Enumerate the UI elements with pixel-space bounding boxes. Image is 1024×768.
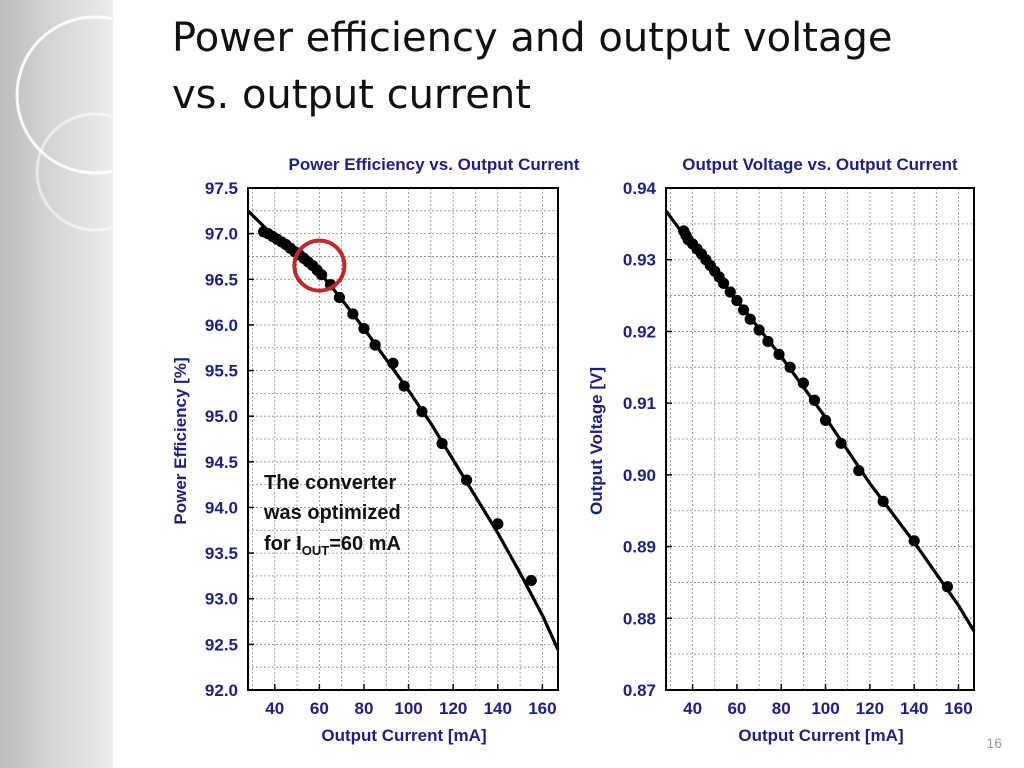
voltage-y-tick-label: 0.92 — [623, 322, 656, 341]
efficiency-x-tick-label: 60 — [310, 699, 329, 718]
voltage-y-tick-label: 0.94 — [623, 179, 657, 198]
efficiency-y-tick-label: 96.0 — [205, 316, 238, 335]
voltage-x-tick-label: 120 — [856, 699, 884, 718]
annotation-line-3-prefix: for I — [264, 533, 302, 555]
efficiency-x-tick-label: 40 — [265, 699, 284, 718]
slide-title-line-2: vs. output current — [172, 72, 531, 118]
efficiency-y-tick-label: 94.5 — [205, 453, 238, 472]
efficiency-y-axis-label: Power Efficiency [%] — [171, 357, 190, 524]
voltage-data-point — [877, 495, 889, 507]
annotation-subscript: OUT — [302, 543, 330, 558]
efficiency-plot-frame — [247, 187, 559, 691]
voltage-x-tick-label: 80 — [772, 699, 791, 718]
voltage-y-tick-label: 0.90 — [623, 466, 656, 485]
efficiency-data-point — [416, 406, 428, 418]
efficiency-chart: Power Efficiency vs. Output Current Powe… — [160, 150, 600, 755]
voltage-x-axis-label: Output Current [mA] — [738, 726, 903, 745]
slide-title: Power efficiency and output voltage vs. … — [172, 10, 1012, 124]
highlight-ring — [292, 238, 347, 293]
voltage-y-tick-label: 0.89 — [623, 538, 656, 557]
voltage-data-point — [773, 348, 785, 360]
efficiency-y-tick-label: 97.0 — [205, 225, 238, 244]
efficiency-data-point — [398, 380, 410, 392]
efficiency-chart-svg: Power Efficiency vs. Output Current Powe… — [171, 155, 580, 745]
voltage-data-point — [731, 294, 743, 307]
voltage-data-point — [808, 394, 821, 406]
efficiency-chart-title: Power Efficiency vs. Output Current — [289, 155, 580, 174]
decorative-rings — [15, 15, 113, 232]
voltage-x-tick-label: 160 — [944, 699, 972, 718]
voltage-data-point — [797, 377, 809, 389]
voltage-y-tick-label: 0.87 — [623, 681, 656, 700]
decorative-ring-small — [35, 112, 113, 232]
efficiency-y-tick-label: 92.5 — [205, 635, 238, 654]
efficiency-y-tick-label: 96.5 — [205, 270, 238, 289]
efficiency-data-point — [333, 291, 346, 304]
annotation-line-3-suffix: =60 mA — [329, 533, 401, 555]
efficiency-data-point — [358, 322, 370, 335]
voltage-data-point — [941, 581, 954, 593]
page-number: 16 — [986, 735, 1002, 751]
efficiency-data-point — [460, 474, 473, 486]
efficiency-y-tick-label: 93.0 — [205, 590, 238, 609]
voltage-y-tick-label: 0.91 — [623, 394, 656, 413]
decorative-ring-large — [15, 15, 113, 175]
efficiency-x-tick-label: 80 — [355, 699, 374, 718]
annotation-line-3: for IOUT=60 mA — [264, 533, 401, 558]
voltage-y-tick-label: 0.93 — [623, 251, 656, 270]
voltage-y-axis-label: Output Voltage [V] — [587, 367, 606, 515]
voltage-x-tick-label: 100 — [811, 699, 839, 718]
efficiency-data-point — [387, 357, 399, 369]
voltage-chart-svg: Output Voltage vs. Output Current Output… — [587, 155, 976, 745]
efficiency-data-point — [525, 574, 537, 587]
efficiency-y-tick-label: 94.0 — [205, 498, 238, 517]
voltage-chart: Output Voltage vs. Output Current Output… — [578, 150, 1018, 755]
efficiency-x-axis-label: Output Current [mA] — [321, 726, 486, 745]
voltage-data-point — [737, 304, 750, 316]
voltage-data-point — [753, 324, 765, 336]
efficiency-data-point — [315, 269, 328, 281]
voltage-data-point — [908, 535, 920, 547]
efficiency-y-tick-label: 92.0 — [205, 681, 238, 700]
efficiency-x-tick-label: 160 — [528, 699, 556, 718]
annotation-line-1: The converter — [264, 472, 396, 494]
voltage-data-point — [835, 437, 847, 449]
voltage-data-point — [744, 313, 756, 325]
voltage-chart-title: Output Voltage vs. Output Current — [682, 155, 958, 174]
voltage-x-tick-label: 60 — [727, 699, 746, 718]
efficiency-y-tick-label: 97.5 — [205, 179, 238, 198]
efficiency-y-tick-label: 95.5 — [205, 362, 238, 381]
efficiency-y-tick-label: 95.0 — [205, 407, 238, 426]
voltage-data-point — [853, 464, 865, 477]
voltage-x-tick-label: 40 — [683, 699, 702, 718]
efficiency-x-tick-label: 120 — [439, 699, 467, 718]
voltage-data-point — [724, 286, 736, 298]
voltage-data-point — [718, 277, 730, 289]
efficiency-x-tick-label: 140 — [484, 699, 512, 718]
efficiency-data-point — [492, 518, 504, 530]
efficiency-data-point — [369, 339, 381, 351]
annotation-line-2: was optimized — [263, 502, 401, 524]
voltage-plot-frame — [665, 187, 975, 691]
efficiency-fit-curve — [246, 209, 560, 651]
voltage-data-point — [819, 414, 832, 426]
efficiency-y-tick-label: 93.5 — [205, 544, 238, 563]
efficiency-data-point — [436, 437, 448, 450]
efficiency-data-point — [347, 308, 359, 320]
voltage-y-tick-label: 0.88 — [623, 609, 656, 628]
voltage-x-tick-label: 140 — [900, 699, 928, 718]
decorative-sidebar — [0, 0, 113, 768]
efficiency-x-tick-label: 100 — [394, 699, 422, 718]
voltage-data-point — [784, 361, 796, 373]
voltage-data-point — [762, 335, 774, 348]
slide-title-line-1: Power efficiency and output voltage — [172, 15, 893, 61]
